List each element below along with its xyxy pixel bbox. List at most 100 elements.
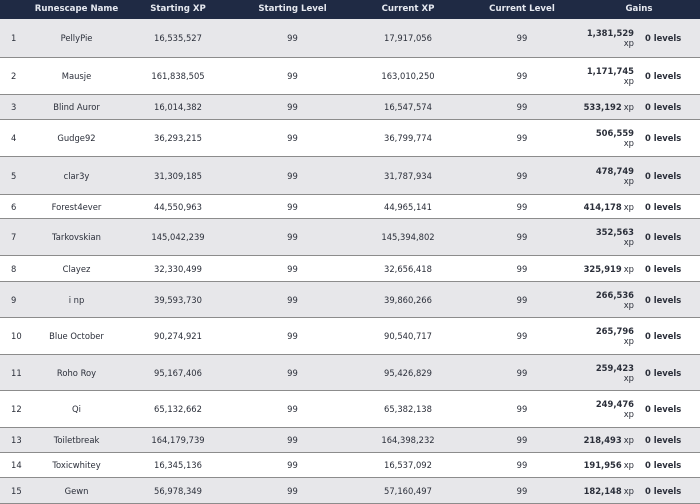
- starting-xp-cell: 56,978,349: [154, 485, 202, 496]
- starting-xp-cell: 95,167,406: [154, 367, 202, 378]
- gains-xp-cell: 266,536 xp: [574, 282, 634, 317]
- header-current-level[interactable]: Current Level: [489, 4, 555, 14]
- starting-xp-cell: 145,042,239: [151, 232, 205, 242]
- player-name[interactable]: Blue October: [49, 331, 104, 341]
- gains-xp-unit: xp: [623, 237, 634, 247]
- gains-xp-value: 352,563: [595, 227, 634, 237]
- gains-levels-cell: 0 levels: [645, 201, 682, 212]
- player-name[interactable]: PellyPie: [60, 33, 93, 43]
- current-level-cell: 99: [516, 263, 528, 274]
- player-name[interactable]: Gudge92: [57, 133, 96, 143]
- gains-xp-value: 191,956: [583, 460, 622, 470]
- current-xp-cell: 145,394,802: [381, 232, 435, 242]
- player-name[interactable]: clar3y: [63, 170, 90, 181]
- gains-xp-cell: 249,476 xp: [574, 391, 634, 427]
- player-name[interactable]: Roho Roy: [56, 367, 97, 378]
- player-name[interactable]: Blind Auror: [53, 102, 100, 112]
- table-row: 3 Blind Auror 16,014,382 99 16,547,574 99 533,…: [0, 95, 700, 120]
- current-xp-cell: 32,656,418: [384, 263, 432, 274]
- starting-xp-cell: 16,535,527: [154, 33, 202, 43]
- starting-level-cell: 99: [287, 170, 298, 181]
- table-row: 4 Gudge92 36,293,215 99 36,799,774 99 506,559 x…: [0, 120, 700, 157]
- rank-cell: 15: [11, 485, 22, 496]
- starting-xp-cell: 31,309,185: [154, 170, 202, 181]
- starting-xp-cell: 44,550,963: [154, 201, 202, 212]
- current-level-cell: 99: [516, 133, 528, 143]
- gains-xp-cell: 414,178 xp: [574, 195, 634, 218]
- table-header: Runescape Name Starting XP Starting Leve…: [0, 0, 700, 19]
- current-level-cell: 99: [516, 33, 528, 43]
- current-xp-cell: 36,799,774: [384, 133, 432, 143]
- table-row: 12 Qi 65,132,662 99 65,382,138 99 249,476 xp 0 l…: [0, 391, 700, 428]
- gains-levels-cell: 0 levels: [645, 435, 682, 445]
- gains-xp-cell: 1,171,745 xp: [574, 58, 634, 94]
- gains-xp-value: 414,178: [583, 201, 622, 212]
- table-row: 1 PellyPie 16,535,527 99 17,917,056 99 1,381,5…: [0, 19, 700, 58]
- gains-xp-cell: 478,749 xp: [574, 157, 634, 194]
- table-row: 13 Toiletbreak 164,179,739 99 164,398,232 99 2…: [0, 428, 700, 453]
- gains-xp-cell: 325,919 xp: [574, 256, 634, 281]
- table-row: 2 Mausje 161,838,505 99 163,010,250 99 1,171,7…: [0, 58, 700, 95]
- rank-cell: 9: [11, 294, 17, 305]
- gains-xp-unit: xp: [623, 76, 634, 86]
- starting-xp-cell: 32,330,499: [154, 263, 202, 274]
- gains-levels-cell: 0 levels: [645, 404, 682, 414]
- player-name[interactable]: Clayez: [62, 263, 91, 274]
- gains-xp-cell: 1,381,529 xp: [574, 19, 634, 57]
- gains-xp-value: 182,148: [583, 485, 622, 496]
- player-name[interactable]: i np: [68, 294, 85, 305]
- gains-xp-unit: xp: [623, 201, 634, 212]
- player-name[interactable]: Toxicwhitey: [52, 460, 101, 470]
- gains-xp-value: 218,493: [583, 435, 622, 445]
- current-xp-cell: 57,160,497: [384, 485, 432, 496]
- rank-cell: 12: [11, 404, 22, 414]
- rank-cell: 14: [11, 460, 22, 470]
- player-name[interactable]: Gewn: [64, 485, 89, 496]
- starting-xp-cell: 65,132,662: [154, 404, 202, 414]
- gains-levels-cell: 0 levels: [645, 331, 682, 341]
- header-current-xp[interactable]: Current XP: [381, 4, 435, 14]
- gains-levels-cell: 0 levels: [645, 170, 682, 181]
- gains-levels-cell: 0 levels: [645, 33, 682, 43]
- gains-levels-cell: 0 levels: [645, 367, 682, 378]
- current-level-cell: 99: [516, 485, 528, 496]
- gains-xp-cell: 265,796 xp: [574, 318, 634, 354]
- header-gains[interactable]: Gains: [625, 4, 653, 14]
- gains-xp-unit: xp: [623, 138, 634, 148]
- starting-xp-cell: 161,838,505: [151, 71, 205, 81]
- current-level-cell: 99: [516, 367, 528, 378]
- gains-xp-cell: 506,559 xp: [574, 120, 634, 156]
- current-level-cell: 99: [516, 294, 528, 305]
- gains-xp-value: 266,536: [595, 289, 634, 300]
- starting-level-cell: 99: [287, 71, 298, 81]
- gains-xp-unit: xp: [623, 263, 634, 274]
- header-starting-xp[interactable]: Starting XP: [150, 4, 206, 14]
- player-name[interactable]: Forest4ever: [51, 201, 102, 212]
- player-name[interactable]: Tarkovskian: [52, 232, 101, 242]
- player-name[interactable]: Qi: [72, 404, 81, 414]
- player-name[interactable]: Toiletbreak: [53, 435, 100, 445]
- gains-xp-unit: xp: [623, 372, 634, 383]
- starting-level-cell: 99: [287, 263, 298, 274]
- table-row: 15 Gewn 56,978,349 99 57,160,497 99 182,148 xp 0…: [0, 478, 700, 504]
- current-xp-cell: 95,426,829: [384, 367, 432, 378]
- gains-xp-unit: xp: [623, 175, 634, 186]
- gains-xp-value: 325,919: [583, 263, 622, 274]
- gains-xp-cell: 191,956 xp: [574, 453, 634, 477]
- starting-level-cell: 99: [287, 133, 298, 143]
- starting-xp-cell: 16,014,382: [154, 102, 202, 112]
- starting-level-cell: 99: [287, 232, 298, 242]
- header-runescape-name[interactable]: Runescape Name: [34, 4, 119, 14]
- header-starting-level[interactable]: Starting Level: [258, 4, 327, 14]
- rank-cell: 1: [11, 33, 17, 43]
- current-xp-cell: 44,965,141: [384, 201, 432, 212]
- starting-level-cell: 99: [287, 485, 298, 496]
- gains-xp-unit: xp: [623, 299, 634, 310]
- current-xp-cell: 16,537,092: [384, 460, 432, 470]
- starting-level-cell: 99: [287, 460, 298, 470]
- gains-xp-value: 533,192: [583, 102, 622, 112]
- table-row: 5 clar3y 31,309,185 99 31,787,934 99 478,749 xp…: [0, 157, 700, 195]
- starting-level-cell: 99: [287, 367, 298, 378]
- player-name[interactable]: Mausje: [61, 71, 92, 81]
